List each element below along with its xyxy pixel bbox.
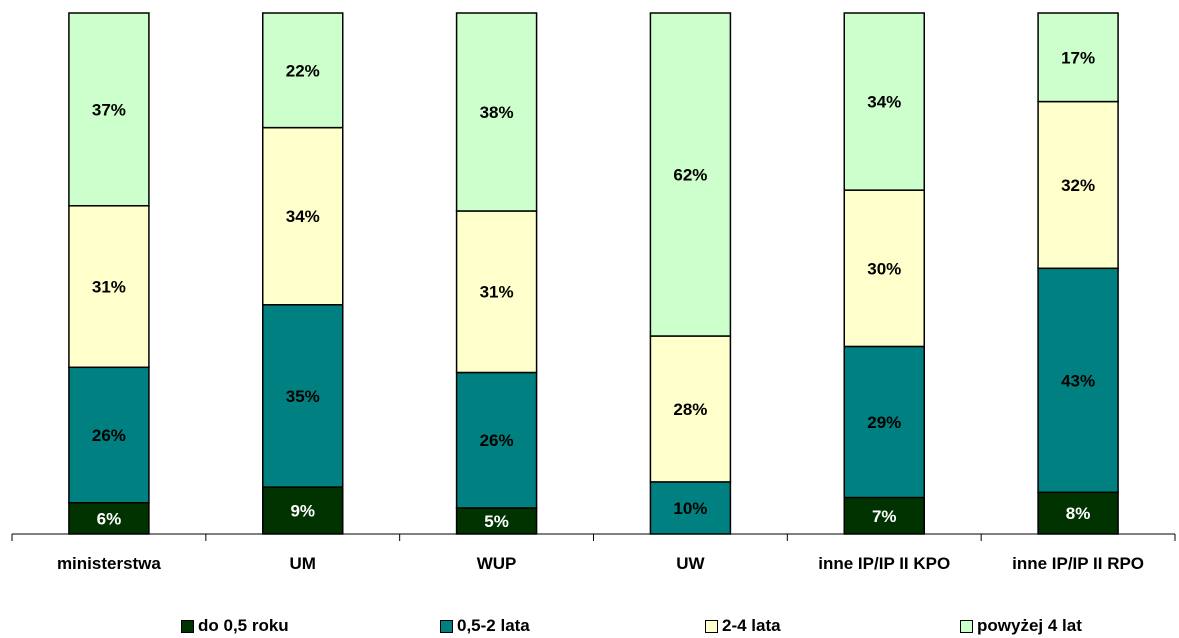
bar-segment <box>455 210 538 374</box>
legend-label: 0,5-2 lata <box>457 616 530 635</box>
bar-segment <box>843 345 925 499</box>
bar-segment <box>1037 12 1119 103</box>
category-label: ministerstwa <box>57 554 161 573</box>
data-label: 9% <box>290 502 315 521</box>
bar-segment <box>1037 491 1119 535</box>
bar-segment <box>1037 267 1119 494</box>
data-label: 22% <box>286 61 320 80</box>
data-label: 31% <box>92 278 126 297</box>
category-label: UW <box>676 554 705 573</box>
legend-item: 2-4 lata <box>705 616 781 636</box>
bar-segment <box>843 12 925 191</box>
data-label: 26% <box>92 426 126 445</box>
legend-item: 0,5-2 lata <box>440 616 530 636</box>
legend-swatch <box>960 619 973 633</box>
data-label: 62% <box>673 166 707 185</box>
data-label: 43% <box>1061 371 1095 390</box>
legend-item: do 0,5 roku <box>181 616 289 636</box>
legend-label: powyżej 4 lat <box>977 616 1082 635</box>
bar-segment <box>68 366 150 504</box>
legend-item: powyżej 4 lat <box>960 616 1082 636</box>
legend-label: do 0,5 roku <box>198 616 289 635</box>
data-label: 35% <box>286 387 320 406</box>
data-label: 5% <box>484 512 509 531</box>
data-label: 34% <box>286 207 320 226</box>
bar-segment <box>262 304 344 488</box>
chart: 6% 26% 31% 37% 9% 35% 34% 22% 5% 26% 31% 38% 10% 28% 6… <box>11 12 1176 573</box>
bar-segment <box>68 12 150 207</box>
data-label: 37% <box>92 100 126 119</box>
data-label: 38% <box>480 103 514 122</box>
bar-segment <box>455 12 538 212</box>
data-label: 10% <box>673 499 707 518</box>
legend-swatch <box>705 619 718 633</box>
bar-segment <box>262 126 344 306</box>
data-label: 17% <box>1061 48 1095 67</box>
bar-segment <box>455 371 538 509</box>
data-label: 34% <box>867 93 901 112</box>
data-label: 32% <box>1061 176 1095 195</box>
data-label: 28% <box>673 400 707 419</box>
data-label: 26% <box>480 431 514 450</box>
category-label: UM <box>290 554 316 573</box>
category-label: inne IP/IP II KPO <box>818 554 950 573</box>
data-label: 29% <box>867 413 901 432</box>
bar-segment <box>843 189 925 348</box>
category-label: WUP <box>477 554 517 573</box>
legend: do 0,5 roku 0,5-2 lata 2-4 lata powyżej 4 l… <box>0 616 1179 638</box>
legend-swatch <box>181 619 194 633</box>
category-label: inne IP/IP II RPO <box>1012 554 1144 573</box>
legend-swatch <box>440 619 453 633</box>
bar-segment <box>649 12 732 337</box>
bar-segment <box>68 501 150 535</box>
data-label: 30% <box>867 259 901 278</box>
data-label: 8% <box>1066 504 1091 523</box>
data-label: 31% <box>480 283 514 302</box>
data-label: 7% <box>872 507 897 526</box>
bar-segment <box>262 12 344 129</box>
bar-segment <box>843 496 925 535</box>
x-axis: ministerstwa UM WUP UW inne IP/IP II KPO inne… <box>11 533 1176 573</box>
data-label: 6% <box>97 509 122 528</box>
bars-layer: 6% 26% 31% 37% 9% 35% 34% 22% 5% 26% 31% 38% 10% 28% 6… <box>68 12 1119 535</box>
legend-label: 2-4 lata <box>722 616 781 635</box>
